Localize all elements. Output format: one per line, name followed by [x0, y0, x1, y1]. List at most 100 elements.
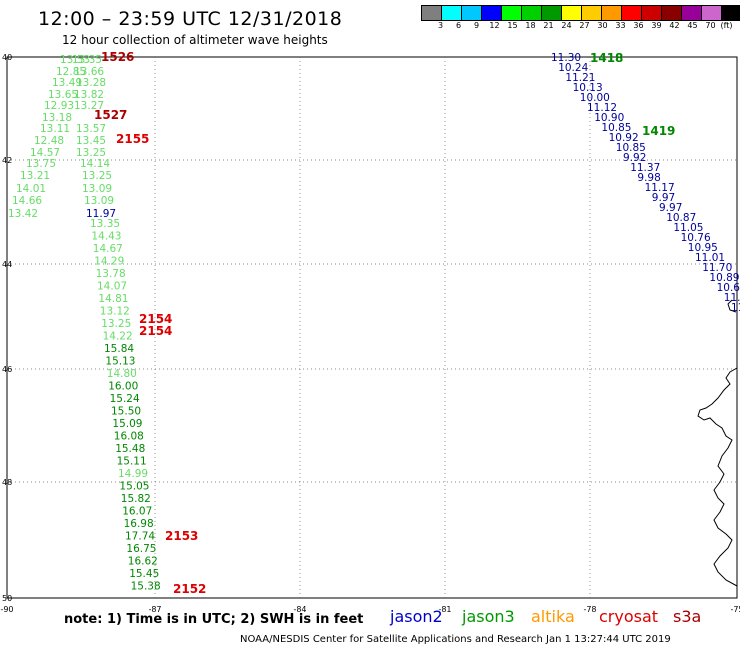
- swh-value: 9.97: [652, 192, 675, 204]
- swh-value: 11: [731, 302, 740, 314]
- swh-value: 13.09: [84, 195, 114, 207]
- swh-value: 17.74: [125, 531, 155, 543]
- swh-value: 10.85: [601, 122, 631, 134]
- pass-time-label: 1526: [101, 50, 134, 64]
- colorbar-tick-label: 12: [489, 21, 500, 30]
- swh-value: 15.82: [121, 493, 151, 505]
- swh-value: 13.25: [101, 318, 131, 330]
- pass-time-label: 2154: [139, 312, 172, 326]
- swh-value: 10.95: [688, 242, 718, 254]
- colorbar-tick-label: 9: [473, 21, 480, 30]
- swh-value: 12.85: [56, 66, 86, 78]
- swh-value: 13.35: [72, 54, 102, 66]
- swh-value: 11.12: [587, 102, 617, 114]
- swh-value: 15.48: [115, 443, 145, 455]
- swh-value: 15.50: [111, 406, 141, 418]
- lon-tick-label: -90: [0, 605, 13, 614]
- coastline: [697, 367, 738, 587]
- pass-time-label: 2154: [139, 324, 172, 338]
- swh-value: 15.38: [131, 581, 161, 593]
- swh-value: 14.80: [107, 368, 137, 380]
- swh-value: 13.21: [20, 170, 50, 182]
- swh-value: 16.62: [128, 556, 158, 568]
- swh-value: 13.82: [74, 89, 104, 101]
- swh-value: 10.00: [580, 92, 610, 104]
- swh-value: 15.09: [112, 418, 142, 430]
- lat-tick-label: 46: [2, 365, 12, 374]
- swh-value: 13.78: [96, 268, 126, 280]
- swh-value: 13.35: [90, 218, 120, 230]
- legend-jason3: jason3: [462, 607, 515, 626]
- swh-value: 14.66: [12, 195, 42, 207]
- swh-value: 13.45: [76, 135, 106, 147]
- swh-value: 13.28: [76, 77, 106, 89]
- lon-tick-label: -81: [438, 605, 451, 614]
- lat-tick-label: 42: [2, 156, 12, 165]
- lon-tick-label: -78: [583, 605, 596, 614]
- swh-value: 14.67: [93, 243, 123, 255]
- colorbar-tick-label: 45: [687, 21, 698, 30]
- swh-value: 13.65: [48, 89, 78, 101]
- swh-value: 10.90: [594, 112, 624, 124]
- swh-value: 10.76: [681, 232, 711, 244]
- swh-value: 12.93: [44, 100, 74, 112]
- swh-value: 13.18: [42, 112, 72, 124]
- swh-value: 10.92: [609, 132, 639, 144]
- swh-value: 11.9: [724, 292, 740, 304]
- lat-tick-label: 40: [2, 53, 12, 62]
- swh-value: 13.09: [82, 183, 112, 195]
- pass-time-label: 2155: [116, 132, 149, 146]
- swh-value: 13.53: [60, 54, 90, 66]
- swh-value: 13.75: [26, 158, 56, 170]
- legend-s3a: s3a: [673, 607, 702, 626]
- swh-value: 13.27: [74, 100, 104, 112]
- swh-value: 14.57: [30, 147, 60, 159]
- swh-value: 14.43: [91, 231, 121, 243]
- swh-value: 13.12: [100, 306, 130, 318]
- colorbar-tick-label: 42: [669, 21, 680, 30]
- swh-value: 9.98: [637, 172, 660, 184]
- swh-value: 14.81: [98, 293, 128, 305]
- colorbar-tick-label: 30: [597, 21, 608, 30]
- lat-tick-label: 48: [2, 478, 12, 487]
- colorbar-tick-label: 36: [633, 21, 644, 30]
- pass-time-label: 1419: [642, 124, 675, 138]
- colorbar-tick-label: 21: [543, 21, 554, 30]
- swh-value: 10.89: [709, 272, 739, 284]
- swh-value: 15.05: [119, 481, 149, 493]
- swh-value: 13.25: [82, 170, 112, 182]
- lon-tick-label: -75: [730, 605, 740, 614]
- legend-altika: altika: [531, 607, 575, 626]
- pass-time-label: 2153: [165, 529, 198, 543]
- pass-time-label: 2152: [173, 582, 206, 596]
- swh-value: 10.24: [558, 62, 588, 74]
- lat-tick-label: 50: [2, 594, 12, 603]
- swh-value: 16.07: [122, 506, 152, 518]
- colorbar-tick-label: 3: [437, 21, 444, 30]
- legend-cryosat: cryosat: [599, 607, 659, 626]
- swh-value: 11.70: [702, 262, 732, 274]
- swh-value: 15.13: [105, 356, 135, 368]
- lat-tick-label: 44: [2, 260, 12, 269]
- coastline-fragment: [727, 299, 737, 313]
- colorbar-tick-label: 39: [651, 21, 662, 30]
- swh-value: 13.49: [52, 77, 82, 89]
- pass-time-label: 1418: [590, 51, 623, 65]
- swh-value: 14.14: [80, 158, 110, 170]
- swh-value: 15.45: [129, 568, 159, 580]
- swh-value: 10.65: [717, 282, 740, 294]
- swh-value: 16.75: [126, 543, 156, 555]
- colorbar-tick-label: 15: [507, 21, 518, 30]
- colorbar-tick-label: 24: [561, 21, 572, 30]
- swh-value: 16.08: [114, 431, 144, 443]
- colorbar-swatch: [721, 5, 740, 21]
- swh-value: 11.37: [630, 162, 660, 174]
- map-frame: [6, 56, 738, 599]
- colorbar-tick-label: 27: [579, 21, 590, 30]
- swh-value: 9.97: [659, 202, 682, 214]
- swh-value: 14.07: [97, 281, 127, 293]
- swh-value: 13.25: [76, 147, 106, 159]
- swh-value: 15.24: [110, 393, 140, 405]
- swh-value: 12.48: [34, 135, 64, 147]
